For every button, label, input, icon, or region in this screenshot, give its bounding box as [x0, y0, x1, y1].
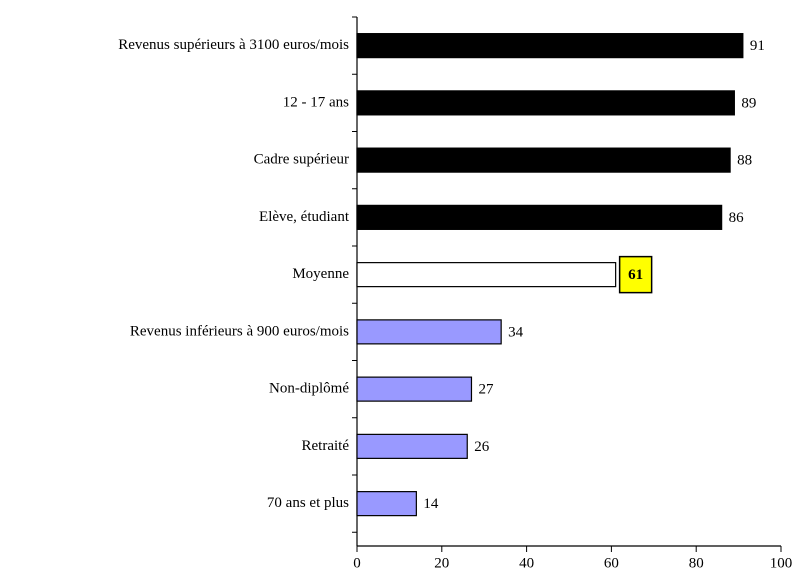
bar [356, 491, 417, 517]
bar [356, 147, 731, 173]
value-label: 14 [423, 496, 439, 512]
y-tick-label: Cadre supérieur [254, 152, 349, 168]
y-tick-label: Retraité [302, 438, 350, 454]
y-tick-label: 12 - 17 ans [283, 94, 349, 110]
value-label: 88 [737, 153, 752, 169]
bar [356, 204, 723, 230]
x-tick-label: 60 [604, 555, 619, 571]
value-label: 86 [729, 210, 745, 226]
value-label: 61 [628, 267, 643, 283]
value-label: 34 [508, 324, 524, 340]
y-tick-label: 70 ans et plus [267, 495, 349, 511]
x-tick-label: 40 [519, 555, 534, 571]
bar [356, 33, 744, 59]
bar [356, 319, 502, 345]
y-tick-label: Revenus inférieurs à 900 euros/mois [130, 323, 349, 339]
bar [356, 376, 473, 402]
bar [356, 262, 617, 288]
y-tick-label: Revenus supérieurs à 3100 euros/mois [118, 37, 349, 53]
value-label: 89 [741, 95, 756, 111]
value-label: 91 [750, 38, 765, 54]
bar [356, 90, 735, 116]
value-label: 27 [478, 382, 494, 398]
x-tick-label: 0 [353, 555, 361, 571]
y-tick-label: Elève, étudiant [259, 209, 350, 225]
x-tick-label: 20 [434, 555, 449, 571]
value-label-box [618, 255, 653, 294]
bar [356, 433, 468, 459]
y-tick-label: Moyenne [292, 266, 349, 282]
x-tick-label: 100 [770, 555, 793, 571]
y-tick-label: Non-diplômé [269, 381, 349, 397]
value-label: 26 [474, 439, 490, 455]
x-tick-label: 80 [689, 555, 704, 571]
